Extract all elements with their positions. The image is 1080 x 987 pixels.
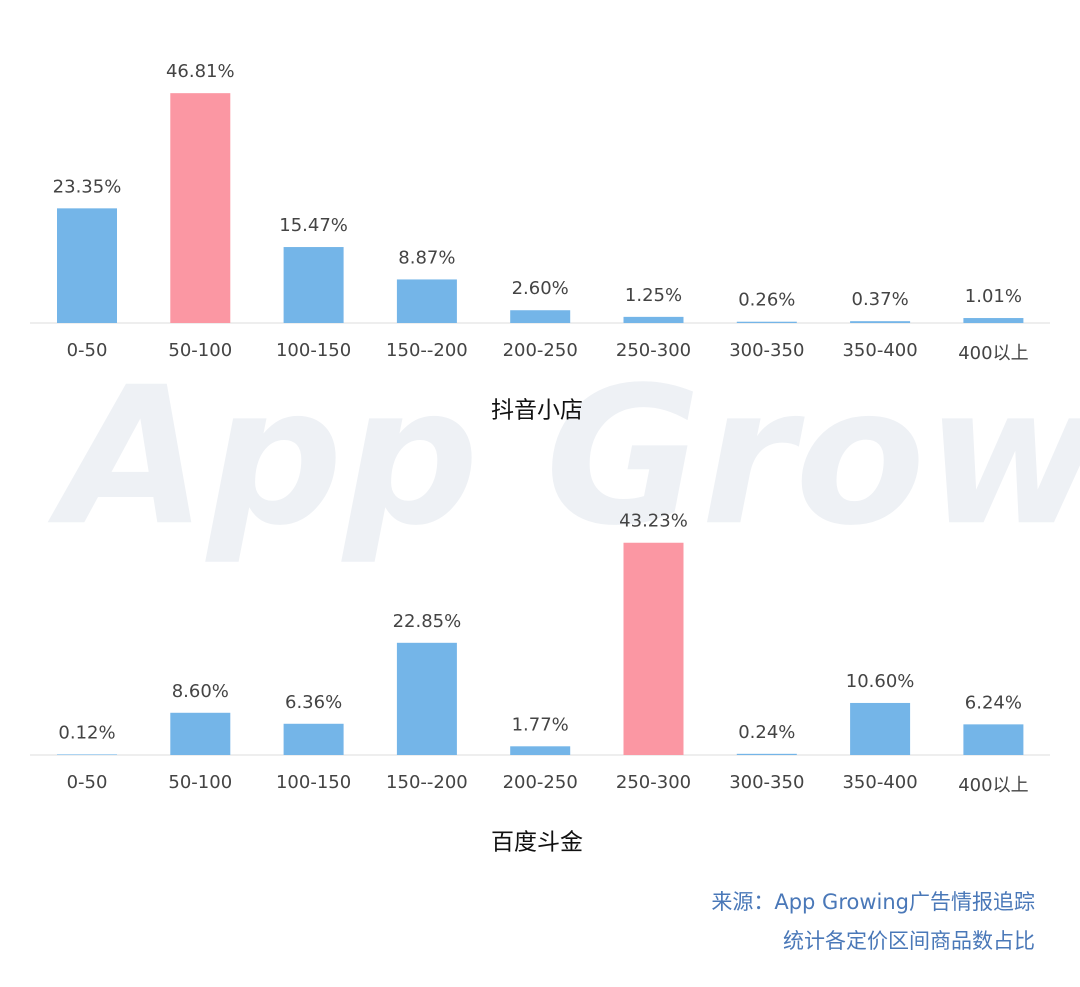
value-label: 1.77% [512, 714, 569, 735]
value-label: 0.24% [738, 722, 795, 743]
x-tick-label: 400以上 [958, 343, 1028, 364]
bar [963, 318, 1024, 323]
bar [623, 542, 684, 755]
chart-title: 百度斗金 [491, 830, 583, 856]
watermark: App Growing [47, 346, 1080, 567]
bar [963, 724, 1024, 755]
value-label: 1.25% [625, 285, 682, 306]
bar [170, 712, 231, 755]
x-tick-label: 200-250 [503, 340, 578, 361]
x-tick-label: 200-250 [503, 772, 578, 793]
value-label: 2.60% [512, 278, 569, 299]
x-tick-label: 150--200 [386, 772, 468, 793]
value-label: 0.12% [58, 722, 115, 743]
x-tick-label: 250-300 [616, 772, 691, 793]
x-tick-label: 400以上 [958, 775, 1028, 796]
bar [623, 316, 684, 323]
bar [510, 310, 571, 323]
value-label: 8.87% [398, 247, 455, 268]
bar [736, 753, 797, 755]
x-tick-label: 50-100 [168, 340, 232, 361]
bar [170, 93, 231, 323]
x-tick-label: 300-350 [729, 340, 804, 361]
value-label: 22.85% [393, 611, 462, 632]
bar [850, 702, 911, 755]
bar [57, 754, 117, 755]
value-label: 43.23% [619, 511, 688, 532]
value-label: 23.35% [53, 176, 122, 197]
value-label: 15.47% [279, 215, 348, 236]
value-label: 1.01% [965, 286, 1022, 307]
bar [283, 723, 344, 755]
x-tick-label: 100-150 [276, 772, 351, 793]
value-label: 46.81% [166, 61, 235, 82]
bar [510, 746, 571, 755]
bar [396, 642, 457, 755]
bar [736, 321, 797, 323]
source: 来源：App Growing广告情报追踪 [711, 890, 1035, 914]
value-label: 6.24% [965, 692, 1022, 713]
x-tick-label: 100-150 [276, 340, 351, 361]
value-label: 8.60% [172, 681, 229, 702]
x-tick-label: 50-100 [168, 772, 232, 793]
x-tick-label: 150--200 [386, 340, 468, 361]
x-tick-label: 350-400 [842, 772, 917, 793]
value-label: 6.36% [285, 692, 342, 713]
value-label: 0.37% [852, 289, 909, 310]
x-tick-label: 0-50 [67, 340, 108, 361]
value-label: 0.26% [738, 290, 795, 311]
x-tick-label: 0-50 [67, 772, 108, 793]
note: 统计各定价区间商品数占比 [783, 929, 1035, 953]
chart-title: 抖音小店 [491, 398, 583, 424]
bar [396, 279, 457, 323]
x-tick-label: 250-300 [616, 340, 691, 361]
x-tick-label: 300-350 [729, 772, 804, 793]
bar [57, 208, 117, 323]
bar [283, 247, 344, 323]
value-label: 10.60% [846, 671, 915, 692]
bar [850, 321, 911, 323]
x-tick-label: 350-400 [842, 340, 917, 361]
